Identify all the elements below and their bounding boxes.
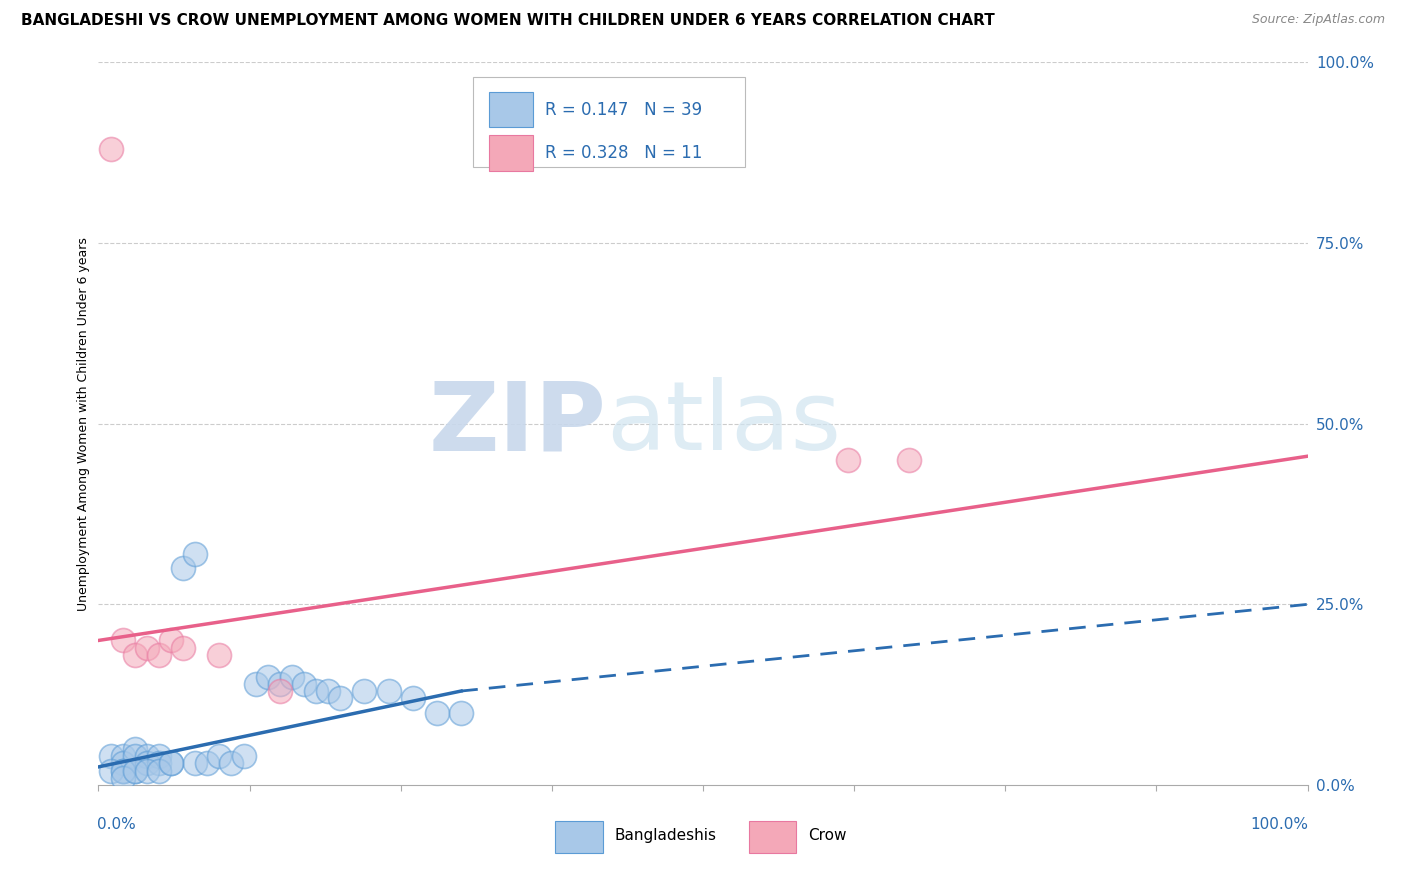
Point bbox=[148, 648, 170, 662]
FancyBboxPatch shape bbox=[555, 821, 603, 853]
Point bbox=[377, 684, 399, 698]
Point bbox=[837, 452, 859, 467]
Point bbox=[353, 684, 375, 698]
Point bbox=[281, 669, 304, 683]
Point bbox=[124, 764, 146, 778]
Point bbox=[111, 756, 134, 771]
Point bbox=[897, 452, 920, 467]
Text: 0.0%: 0.0% bbox=[97, 817, 136, 832]
Point bbox=[221, 756, 243, 771]
Point bbox=[402, 691, 425, 706]
Text: 100.0%: 100.0% bbox=[1251, 817, 1309, 832]
Point bbox=[148, 756, 170, 771]
Point bbox=[111, 764, 134, 778]
Y-axis label: Unemployment Among Women with Children Under 6 years: Unemployment Among Women with Children U… bbox=[77, 236, 90, 611]
Text: Crow: Crow bbox=[808, 828, 846, 843]
Point bbox=[148, 764, 170, 778]
Point bbox=[135, 640, 157, 655]
Point bbox=[305, 684, 328, 698]
FancyBboxPatch shape bbox=[749, 821, 796, 853]
Text: Bangladeshis: Bangladeshis bbox=[614, 828, 717, 843]
Point bbox=[111, 633, 134, 648]
Point bbox=[124, 742, 146, 756]
Point bbox=[245, 677, 267, 691]
Point bbox=[269, 684, 291, 698]
Point bbox=[100, 142, 122, 156]
Point bbox=[100, 749, 122, 764]
Point bbox=[316, 684, 339, 698]
Point bbox=[208, 648, 231, 662]
Point bbox=[232, 749, 254, 764]
Point bbox=[172, 640, 194, 655]
Text: BANGLADESHI VS CROW UNEMPLOYMENT AMONG WOMEN WITH CHILDREN UNDER 6 YEARS CORRELA: BANGLADESHI VS CROW UNEMPLOYMENT AMONG W… bbox=[21, 13, 995, 29]
Text: ZIP: ZIP bbox=[429, 377, 606, 470]
Text: R = 0.147   N = 39: R = 0.147 N = 39 bbox=[544, 101, 702, 119]
Point bbox=[148, 749, 170, 764]
Point bbox=[100, 764, 122, 778]
Point bbox=[269, 677, 291, 691]
FancyBboxPatch shape bbox=[489, 136, 533, 171]
Point bbox=[135, 749, 157, 764]
Point bbox=[124, 749, 146, 764]
Point bbox=[160, 633, 183, 648]
Point bbox=[208, 749, 231, 764]
Text: atlas: atlas bbox=[606, 377, 841, 470]
Point bbox=[135, 756, 157, 771]
Point bbox=[172, 561, 194, 575]
Point bbox=[426, 706, 449, 720]
Text: R = 0.328   N = 11: R = 0.328 N = 11 bbox=[544, 145, 702, 162]
FancyBboxPatch shape bbox=[489, 92, 533, 128]
Point bbox=[184, 756, 207, 771]
Point bbox=[256, 669, 278, 683]
Point bbox=[329, 691, 352, 706]
Point bbox=[135, 764, 157, 778]
Point bbox=[160, 756, 183, 771]
Point bbox=[184, 547, 207, 561]
FancyBboxPatch shape bbox=[474, 77, 745, 167]
Point bbox=[450, 706, 472, 720]
Text: Source: ZipAtlas.com: Source: ZipAtlas.com bbox=[1251, 13, 1385, 27]
Point bbox=[124, 648, 146, 662]
Point bbox=[160, 756, 183, 771]
Point bbox=[124, 764, 146, 778]
Point bbox=[111, 771, 134, 785]
Point bbox=[195, 756, 218, 771]
Point bbox=[292, 677, 315, 691]
Point bbox=[111, 764, 134, 778]
Point bbox=[111, 749, 134, 764]
